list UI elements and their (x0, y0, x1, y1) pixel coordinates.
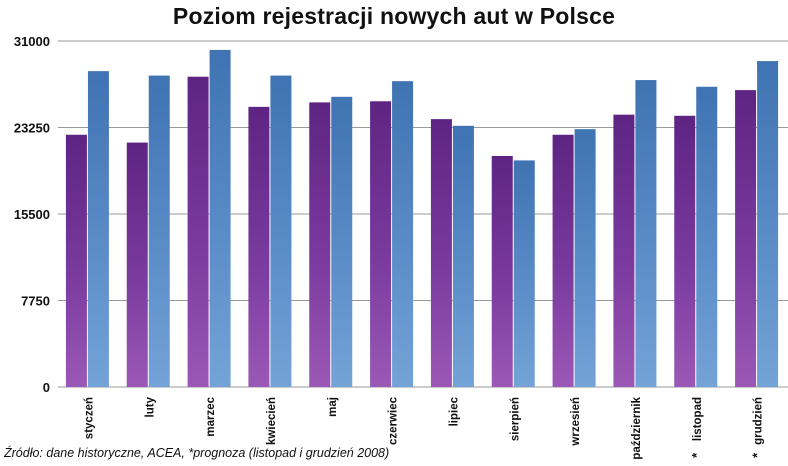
bar-2-8 (513, 160, 535, 387)
y-tick-label: 31000 (14, 34, 50, 49)
bar-1-5 (309, 102, 331, 388)
x-tick-label: czerwiec (388, 396, 400, 445)
x-tick-label: sierpień (509, 397, 521, 441)
x-tick-label: lipiec (448, 396, 460, 426)
x-tick-label: listopad (692, 397, 704, 441)
x-tick-label: marzec (205, 396, 217, 436)
bar-2-11 (696, 86, 718, 387)
y-tick-label: 23250 (14, 121, 50, 136)
bar-2-6 (392, 81, 414, 387)
bar-1-6 (370, 101, 392, 387)
x-tick-label: październik (631, 396, 643, 459)
bar-1-9 (552, 134, 574, 387)
x-tick-label: grudzień (753, 397, 765, 445)
y-tick-label: 15500 (14, 207, 50, 222)
x-tick-label: wrzesień (570, 397, 582, 447)
x-tick-label: luty (144, 396, 156, 417)
bar-1-3 (187, 76, 209, 387)
source-note: Źródło: dane historyczne, ACEA, *prognoz… (4, 446, 390, 460)
bar-2-12 (757, 61, 779, 387)
bar-2-5 (331, 96, 353, 387)
bar-2-7 (452, 125, 474, 387)
bar-2-9 (574, 129, 596, 387)
bar-1-11 (674, 115, 696, 388)
x-tick-labels: styczeń luty marzec kwiecień maj czerwiec lipi… (83, 396, 764, 459)
bar-2-10 (635, 80, 657, 387)
bar-2-1 (87, 71, 109, 387)
bars (65, 49, 779, 388)
bar-2-4 (270, 75, 292, 387)
bar-1-4 (248, 106, 270, 387)
bar-2-3 (209, 49, 231, 388)
x-tick-label: maj (327, 397, 339, 417)
x-tick-label: styczeń (83, 397, 95, 439)
x-tick-label: kwiecień (266, 397, 278, 445)
forecast-mark: * (750, 452, 765, 458)
bar-1-12 (735, 90, 757, 387)
bar-1-7 (430, 119, 452, 388)
bar-1-10 (613, 114, 635, 387)
grid-lines (58, 40, 788, 388)
bar-2-2 (148, 75, 170, 387)
chart-title: Poziom rejestracji nowych aut w Polsce (172, 3, 616, 29)
y-tick-label: 0 (43, 380, 50, 395)
y-tick-labels: 0 7750 15500 23250 31000 (14, 34, 50, 395)
bar-1-1 (65, 134, 87, 387)
forecast-mark: * (689, 452, 704, 458)
bar-1-2 (126, 142, 148, 387)
bar-1-8 (491, 155, 513, 387)
y-tick-label: 7750 (21, 294, 50, 309)
